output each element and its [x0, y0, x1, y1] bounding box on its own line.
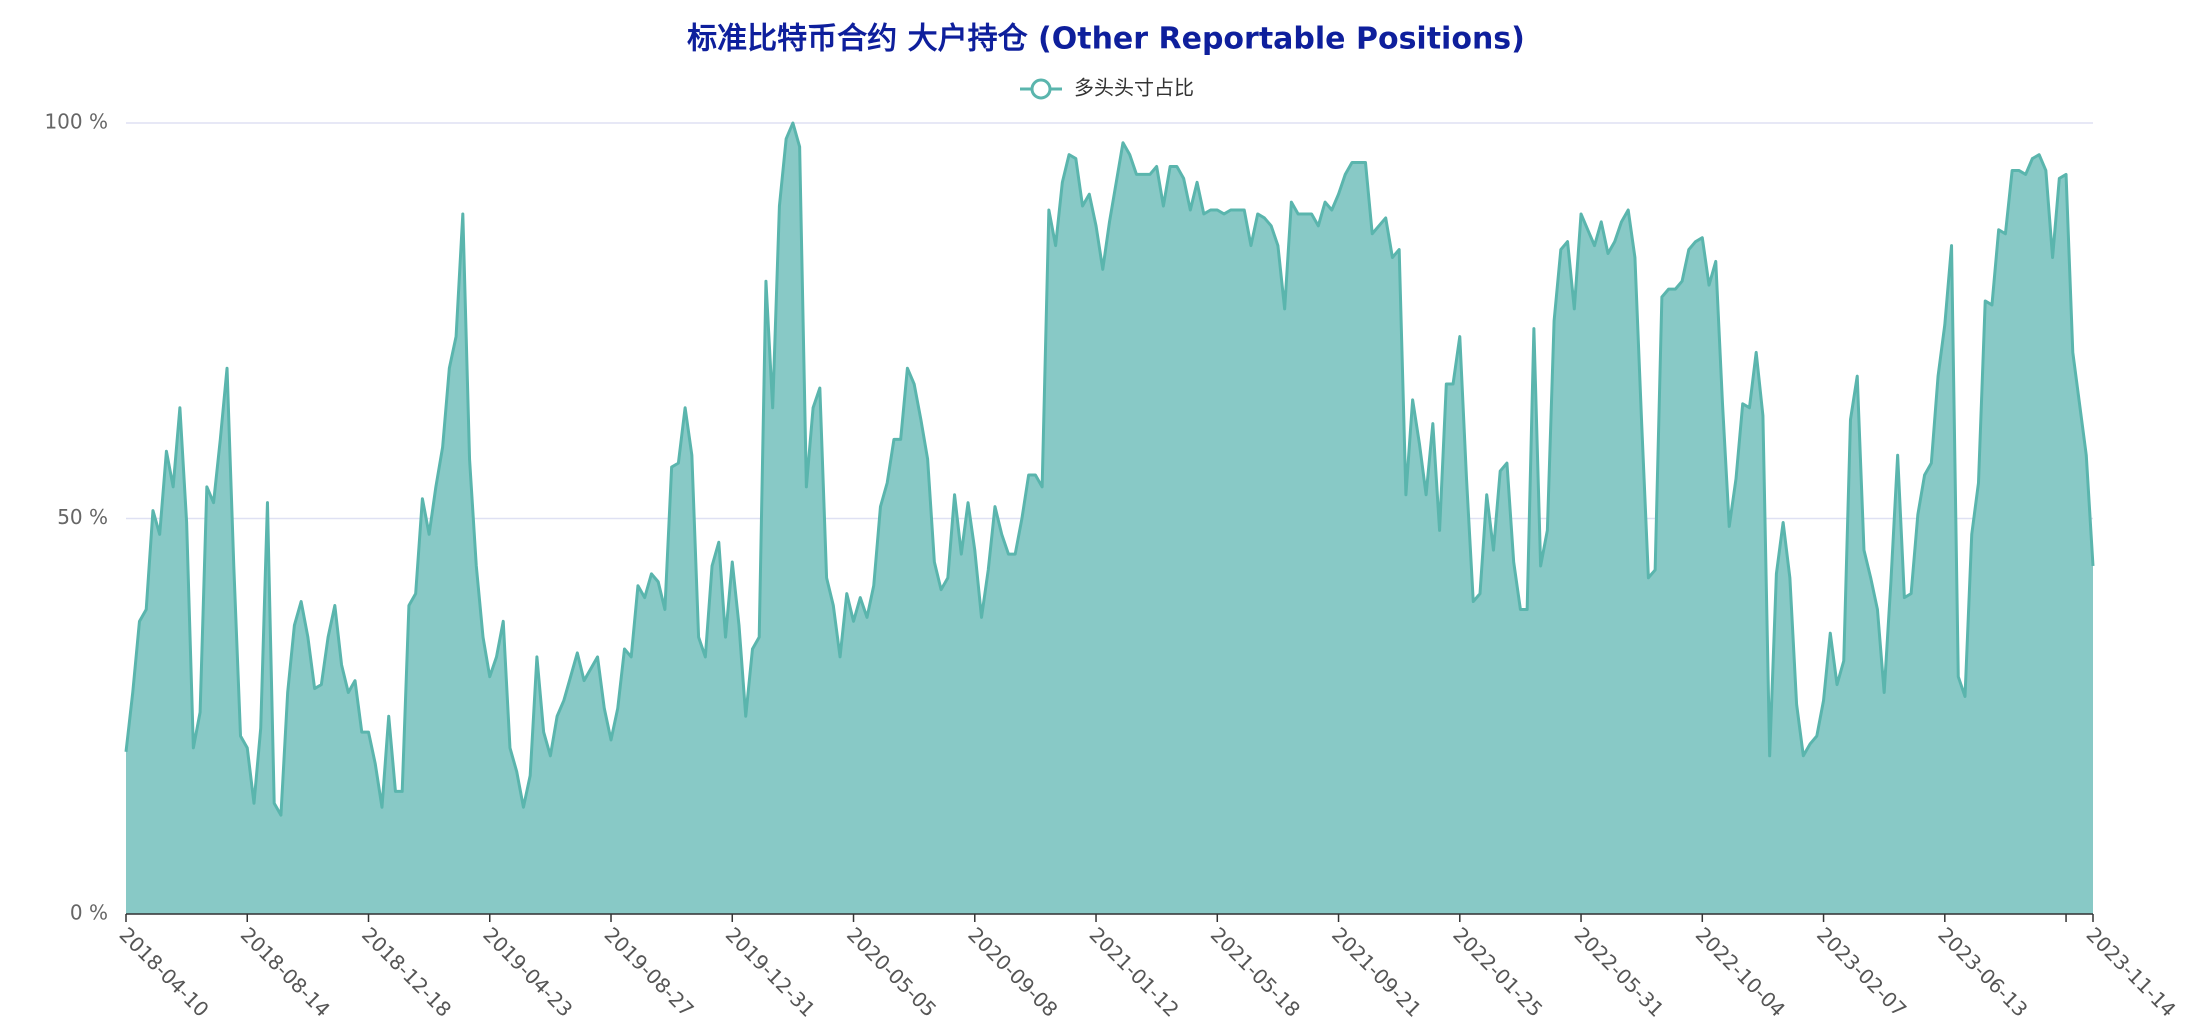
- y-tick-label: 100 %: [44, 110, 108, 134]
- x-tick-label: 2021-01-12: [1085, 922, 1184, 1021]
- x-tick-label: 2022-01-25: [1448, 922, 1547, 1021]
- x-tick-label: 2022-10-04: [1691, 922, 1790, 1021]
- x-tick-label: 2019-12-31: [721, 922, 820, 1021]
- x-tick-label: 2023-11-14: [2082, 922, 2181, 1021]
- y-tick-label: 0 %: [70, 901, 108, 925]
- x-tick-label: 2021-05-18: [1206, 922, 1305, 1021]
- x-tick-label: 2020-09-08: [963, 922, 1062, 1021]
- x-tick-label: 2023-06-13: [1933, 922, 2032, 1021]
- legend: 多头头寸占比: [1020, 76, 1194, 100]
- x-tick-label: 2021-09-21: [1327, 922, 1426, 1021]
- legend-label: 多头头寸占比: [1074, 76, 1194, 100]
- legend-marker: [1030, 78, 1052, 100]
- x-tick-label: 2018-12-18: [357, 922, 456, 1021]
- line: [124, 121, 2095, 817]
- area: [126, 123, 2093, 914]
- x-tick-label: 2023-02-07: [1812, 922, 1911, 1021]
- chart-title: 标准比特币合约 大户持仓 (Other Reportable Positions…: [687, 22, 1525, 57]
- x-tick-label: 2018-04-10: [115, 922, 214, 1021]
- y-tick-label: 50 %: [57, 505, 108, 529]
- x-tick-label: 2018-08-14: [236, 922, 335, 1021]
- x-tick-label: 2020-05-05: [842, 922, 941, 1021]
- x-tick-label: 2022-05-31: [1570, 922, 1669, 1021]
- x-tick-label: 2019-04-23: [478, 922, 577, 1021]
- x-tick-label: 2019-08-27: [600, 922, 699, 1021]
